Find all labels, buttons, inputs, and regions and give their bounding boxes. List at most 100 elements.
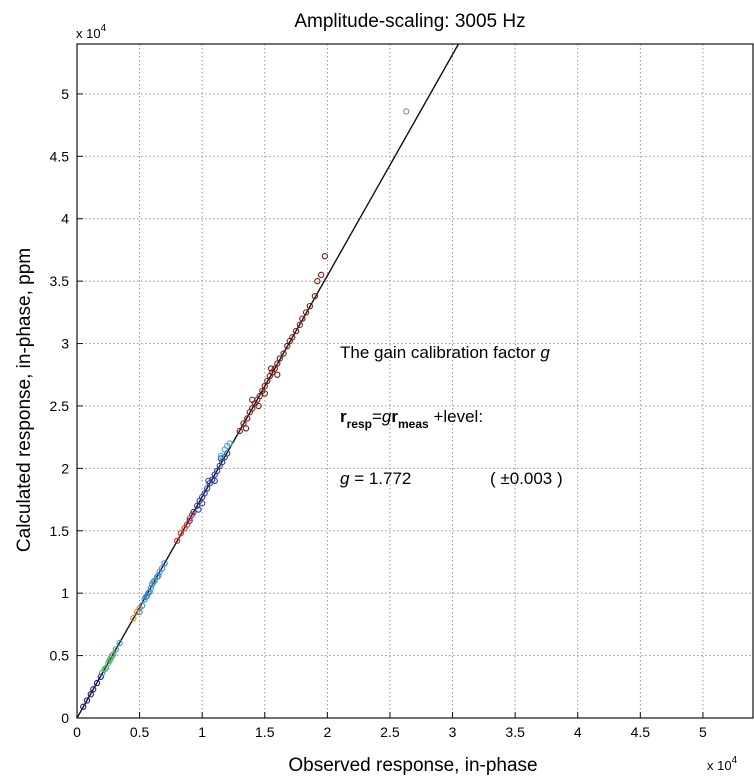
y-tick-label: 1 (61, 585, 69, 601)
data-point (87, 691, 94, 698)
data-point (130, 614, 137, 622)
data-point (296, 321, 303, 328)
data-point (244, 415, 251, 422)
gain-annotation: The gain calibration factor g rresp=grme… (340, 343, 563, 488)
annotation-line-3: g = 1.772 (340, 469, 411, 488)
y-multiplier: x 104 (76, 23, 107, 41)
data-point (292, 327, 300, 335)
x-tick-label: 4.5 (631, 724, 651, 740)
data-point (289, 334, 296, 341)
data-point (264, 377, 271, 385)
data-points (80, 108, 410, 710)
data-point (403, 108, 410, 115)
data-point (147, 585, 155, 592)
annotation-line-1: The gain calibration factor g (340, 343, 550, 362)
data-point (158, 565, 166, 572)
annotation-line-2: rresp=grmeas +level: (340, 407, 483, 431)
y-tick-label: 5 (61, 86, 69, 102)
y-tick-label: 3 (61, 336, 69, 352)
data-point (276, 355, 283, 362)
y-tick-label: 1.5 (50, 523, 70, 539)
y-tick-label: 4.5 (50, 148, 70, 164)
fit-line (76, 43, 460, 719)
data-point (80, 703, 87, 710)
data-point (90, 686, 97, 693)
data-point (271, 365, 278, 372)
x-tick-label: 1 (198, 724, 206, 740)
fit-line-group (76, 43, 460, 719)
y-tick-label: 4 (61, 211, 69, 227)
x-tick-label: 3.5 (505, 724, 525, 740)
data-point (190, 508, 197, 516)
data-point (173, 537, 181, 544)
x-tick-label: 4 (574, 724, 582, 740)
y-axis-label: Calculated response, in-phase, ppm (14, 248, 35, 552)
y-tick-label: 2 (61, 460, 69, 476)
y-tick-labels: 0 0.5 1 1.5 2 2.5 3 3.5 4 4.5 5 (50, 86, 70, 726)
y-tick-label: 0 (61, 710, 69, 726)
data-point (136, 608, 143, 616)
data-point (201, 490, 208, 497)
data-point (299, 315, 306, 322)
data-point (217, 452, 225, 460)
data-point (284, 342, 291, 350)
data-point (150, 578, 157, 586)
data-point (256, 392, 263, 400)
data-point (146, 588, 153, 596)
data-point (314, 277, 321, 285)
data-point (274, 371, 281, 378)
data-point (267, 365, 275, 372)
data-point (97, 673, 104, 680)
data-point (302, 309, 310, 316)
data-point (102, 664, 109, 672)
x-tick-label: 5 (699, 724, 707, 740)
y-tick-label: 2.5 (50, 398, 70, 414)
data-point (153, 573, 161, 581)
x-tick-label: 2 (323, 724, 331, 740)
data-point (214, 467, 221, 475)
data-point (249, 405, 256, 412)
plot-frame (76, 43, 754, 719)
x-tick-label: 1.5 (255, 724, 275, 740)
data-point (177, 530, 185, 537)
data-point (161, 560, 168, 567)
data-point (195, 506, 202, 513)
data-point (242, 425, 250, 432)
data-point (226, 440, 233, 447)
x-tick-label: 0.5 (130, 724, 150, 740)
data-point (116, 639, 123, 647)
data-point (261, 390, 268, 397)
data-point (306, 302, 313, 310)
data-point (112, 646, 119, 653)
data-point (321, 253, 329, 260)
data-point (280, 350, 287, 357)
y-tick-label: 0.5 (50, 648, 70, 664)
data-point (255, 402, 262, 410)
grid (76, 44, 753, 719)
data-point (110, 651, 117, 658)
data-point (83, 697, 91, 704)
x-axis-label: Observed response, in-phase (288, 755, 537, 776)
data-point (205, 477, 212, 485)
data-point (93, 679, 101, 687)
data-point (261, 382, 268, 390)
data-point (204, 485, 211, 492)
data-point (274, 360, 281, 367)
data-point (221, 446, 228, 453)
data-point (199, 500, 206, 507)
data-point (249, 396, 256, 403)
data-point (186, 517, 193, 524)
data-point (155, 572, 162, 579)
data-point (217, 455, 225, 462)
y-tick-label: 3.5 (50, 273, 70, 289)
x-tick-labels: 0 0.5 1 1.5 2 2.5 3 3.5 4 4.5 5 (73, 724, 707, 740)
x-tick-label: 3 (449, 724, 457, 740)
x-multiplier: x 104 (707, 755, 738, 773)
data-point (142, 593, 150, 601)
data-point (317, 271, 325, 279)
x-tick-label: 2.5 (380, 724, 400, 740)
data-point (105, 659, 112, 667)
data-point (211, 477, 218, 485)
data-point (240, 420, 247, 427)
